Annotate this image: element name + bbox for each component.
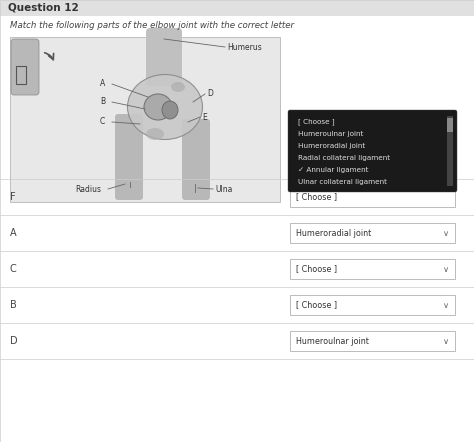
Ellipse shape bbox=[144, 94, 172, 120]
Bar bbox=[16, 66, 26, 84]
Text: E: E bbox=[202, 113, 207, 122]
Text: Match the following parts of the elbow joint with the correct letter: Match the following parts of the elbow j… bbox=[10, 22, 294, 30]
Text: Humeroulnar joint: Humeroulnar joint bbox=[298, 131, 364, 137]
Text: D: D bbox=[10, 336, 18, 346]
Ellipse shape bbox=[128, 75, 202, 140]
FancyBboxPatch shape bbox=[146, 28, 182, 86]
FancyBboxPatch shape bbox=[115, 114, 143, 200]
Text: [ Choose ]: [ Choose ] bbox=[296, 264, 337, 274]
Ellipse shape bbox=[171, 82, 185, 92]
Text: Humeroradial joint: Humeroradial joint bbox=[298, 143, 365, 149]
Bar bbox=[447, 116, 453, 186]
Text: Humeroradial joint: Humeroradial joint bbox=[296, 229, 371, 237]
Text: [ Choose ]: [ Choose ] bbox=[296, 301, 337, 309]
Text: ∨: ∨ bbox=[443, 229, 449, 237]
Text: Humeroulnar joint: Humeroulnar joint bbox=[296, 336, 369, 346]
Text: ✓ Annular ligament: ✓ Annular ligament bbox=[298, 167, 368, 173]
Text: [ Choose ]: [ Choose ] bbox=[298, 118, 335, 126]
Text: [ Choose ]: [ Choose ] bbox=[296, 193, 337, 202]
Ellipse shape bbox=[162, 101, 178, 119]
Text: Question 12: Question 12 bbox=[8, 3, 79, 13]
Text: Ulnar collateral ligament: Ulnar collateral ligament bbox=[298, 179, 387, 185]
Bar bbox=[10, 37, 280, 202]
Text: Radial collateral ligament: Radial collateral ligament bbox=[298, 155, 390, 161]
FancyBboxPatch shape bbox=[182, 119, 210, 200]
Text: C: C bbox=[100, 118, 105, 126]
Ellipse shape bbox=[146, 128, 164, 140]
FancyBboxPatch shape bbox=[290, 187, 455, 207]
FancyBboxPatch shape bbox=[290, 331, 455, 351]
Text: B: B bbox=[100, 98, 105, 107]
Text: D: D bbox=[207, 89, 213, 99]
Text: Ulna: Ulna bbox=[215, 184, 232, 194]
Text: A: A bbox=[10, 228, 17, 238]
Text: B: B bbox=[10, 300, 17, 310]
Text: Radius: Radius bbox=[75, 184, 101, 194]
Text: A: A bbox=[100, 80, 105, 88]
Text: ∨: ∨ bbox=[443, 264, 449, 274]
Text: Humerus: Humerus bbox=[227, 42, 262, 52]
Text: C: C bbox=[10, 264, 17, 274]
FancyBboxPatch shape bbox=[290, 295, 455, 315]
Bar bbox=[447, 118, 453, 132]
Bar bbox=[0, 0, 474, 16]
Text: ∨: ∨ bbox=[443, 301, 449, 309]
FancyBboxPatch shape bbox=[290, 259, 455, 279]
Text: ∨: ∨ bbox=[443, 336, 449, 346]
Text: F: F bbox=[10, 192, 16, 202]
FancyBboxPatch shape bbox=[11, 39, 39, 95]
FancyBboxPatch shape bbox=[288, 110, 457, 192]
FancyBboxPatch shape bbox=[290, 223, 455, 243]
